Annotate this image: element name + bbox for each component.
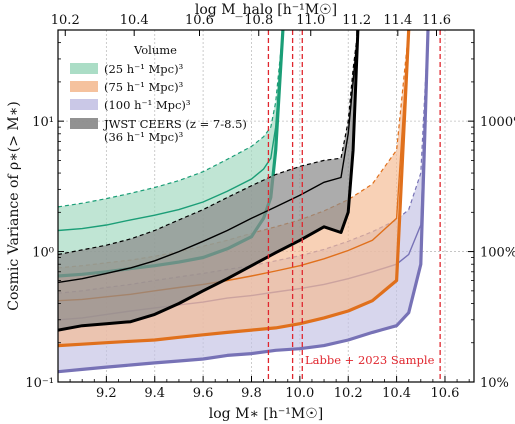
legend-swatch [70,118,98,129]
legend-swatch [70,99,98,110]
top-tick-label: 11.6 [422,13,451,28]
legend: Volume (25 h⁻¹ Mpc)³ (75 h⁻¹ Mpc)³ (100 h⁻¹… [70,43,247,144]
y-tick-label: 10¹ [32,115,54,130]
legend-label-line2: (36 h⁻¹ Mpc)³ [104,130,184,144]
y-tick-label-right: 1000% [480,115,515,130]
series-3 [58,30,360,332]
series-band [58,30,358,331]
x-tick-label: 9.6 [193,386,214,401]
series-lower-line [58,30,430,374]
y-axis-label: Cosmic Variance of ρ∗(> M∗) [6,101,22,310]
legend-label: (100 h⁻¹ Mpc)³ [104,98,191,112]
tick-layer: 9.2 9.4 9.6 9.8 10.0 10.2 10.4 10.6 10.2 10.4 10.6… [25,13,515,401]
legend-label: (75 h⁻¹ Mpc)³ [104,80,184,94]
legend-entry: (75 h⁻¹ Mpc)³ [70,80,184,94]
top-tick-label: 11.0 [296,13,325,28]
legend-entry: JWST CEERS (z = 7-8.5)(36 h⁻¹ Mpc)³ [70,117,247,144]
y-tick-label-right: 100% [480,246,515,261]
y-tick-label: 10⁰ [32,246,54,261]
legend-entry: (100 h⁻¹ Mpc)³ [70,98,191,112]
top-tick-label: 11.2 [342,13,371,28]
labbe-vlines [267,30,441,382]
top-tick-label: 10.2 [51,13,80,28]
legend-label: (25 h⁻¹ Mpc)³ [104,62,184,76]
legend-title: Volume [133,43,177,57]
x-axis-label: log M∗ [h⁻¹M☉] [209,406,323,422]
plot-layer [58,30,430,374]
series-lower-line [58,30,411,348]
top-tick-label: 10.4 [120,13,149,28]
x-tick-label: 10.4 [382,386,411,401]
x-tick-label: 9.2 [96,386,117,401]
legend-label: JWST CEERS (z = 7-8.5) [103,117,247,131]
x-tick-label: 10.2 [334,386,363,401]
x-tick-label: 9.8 [241,386,262,401]
y-tick-label: 10⁻¹ [25,376,54,391]
legend-swatch [70,63,98,74]
x-tick-label: 10.0 [285,386,314,401]
labbe-annotation: Labbe + 2023 Sample [305,353,435,367]
y-tick-label-right: 10% [480,376,509,391]
series-median-line [58,30,284,232]
x-tick-label: 10.6 [431,386,460,401]
top-tick-label: 10.8 [244,13,273,28]
series-lower-line [58,30,360,332]
top-axis-label: log M_halo [h⁻¹M☉] [195,2,337,18]
legend-entry: (25 h⁻¹ Mpc)³ [70,62,184,76]
series-upper-line [58,30,284,208]
top-tick-label: 10.6 [185,13,214,28]
series-median-line [58,30,359,284]
top-tick-label: 11.4 [383,13,412,28]
legend-swatch [70,81,98,92]
x-tick-label: 9.4 [144,386,165,401]
plot-frame [57,29,475,383]
